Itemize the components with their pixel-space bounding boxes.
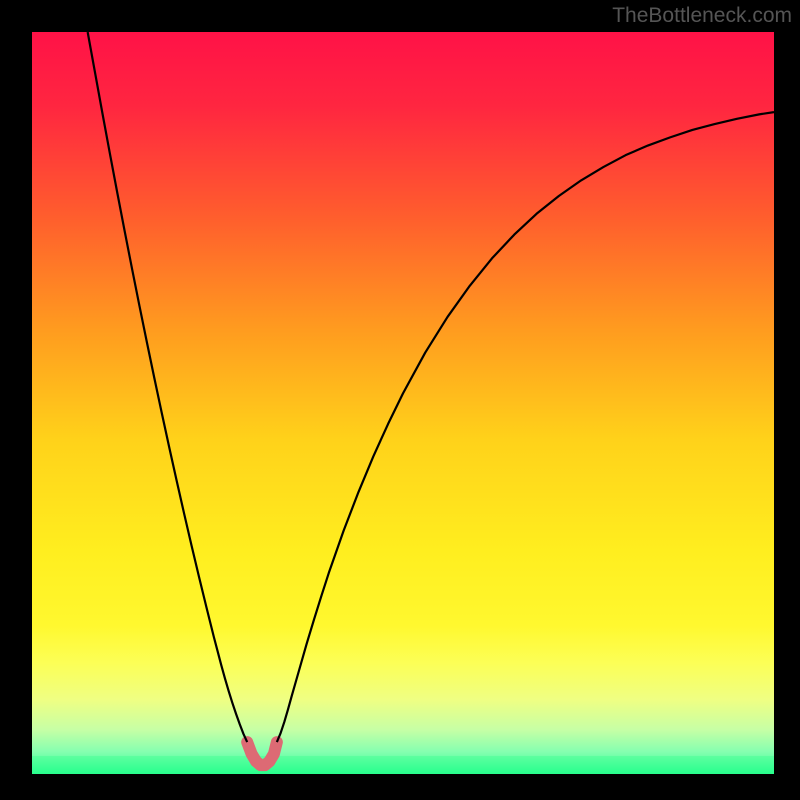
watermark-text: TheBottleneck.com xyxy=(612,4,792,28)
curve-left xyxy=(88,32,248,742)
plot-area xyxy=(32,32,774,774)
curve-layer xyxy=(32,32,774,774)
valley-highlight xyxy=(247,742,277,765)
curve-right xyxy=(277,112,774,742)
